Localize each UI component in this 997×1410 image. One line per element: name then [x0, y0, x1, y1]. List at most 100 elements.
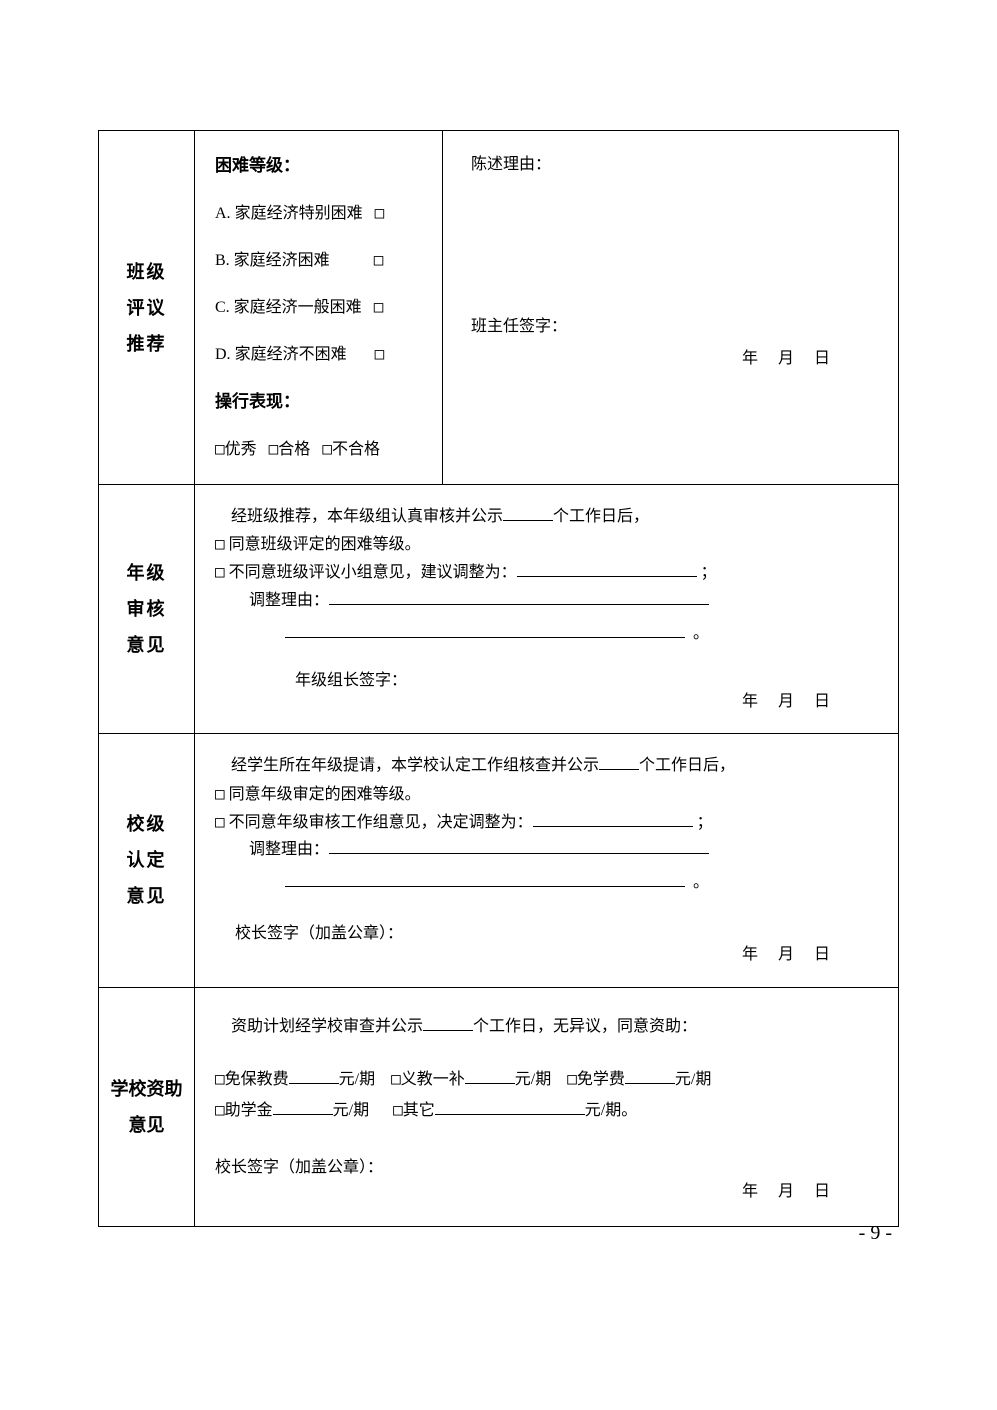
row4-content: 资助计划经学校审查并公示个工作日，无异议，同意资助： □免保教费元/期 □义教一…	[195, 987, 899, 1226]
checkbox-fail[interactable]: □	[322, 439, 332, 458]
r3-cb2[interactable]: □	[215, 812, 225, 831]
r3-l1a: 经学生所在年级提请，本学校认定工作组核查并公示	[231, 757, 599, 774]
r2-reason-blank1[interactable]	[329, 604, 709, 605]
diff-opt-c: C. 家庭经济一般困难 □	[215, 291, 422, 324]
form-table: 班级 评议 推荐 困难等级： A. 家庭经济特别困难 □ B. 家庭经济困难 □…	[98, 130, 899, 1227]
opt-a-prefix: A.	[215, 205, 231, 222]
row3-reason-line2: 。	[215, 869, 878, 896]
opt-b-prefix: B.	[215, 252, 230, 269]
r4-cb4[interactable]: □	[393, 1100, 403, 1119]
r3-reason-blank2[interactable]	[285, 886, 685, 887]
fund0-unit: 元/期	[339, 1071, 375, 1088]
row1-date: 年 月 日	[463, 343, 878, 375]
r2-semi: ；	[701, 564, 717, 581]
reason-label: 陈述理由：	[463, 149, 878, 181]
fund2-name: 免学费	[577, 1071, 625, 1088]
beh-fail: 不合格	[332, 441, 380, 458]
fund2-blank[interactable]	[625, 1083, 675, 1084]
row2-content: 经班级推荐，本年级组认真审核并公示 个工作日后， □ 同意班级评定的困难等级。 □…	[195, 485, 899, 734]
r4-cb2[interactable]: □	[567, 1069, 577, 1088]
fund1-blank[interactable]	[465, 1083, 515, 1084]
checkbox-c[interactable]: □	[374, 297, 384, 316]
checkbox-d[interactable]: □	[375, 344, 385, 363]
r3-reason-blank1[interactable]	[329, 853, 709, 854]
r2-reason-label: 调整理由：	[249, 592, 329, 609]
fund4-name: 其它	[403, 1102, 435, 1119]
r3-opt1: 同意年级审定的困难等级。	[229, 786, 421, 803]
row2-label: 年级 审核 意见	[99, 485, 195, 734]
row2-opt2-line: □ 不同意班级评议小组意见，建议调整为： ；	[215, 558, 878, 586]
opt-d-prefix: D.	[215, 346, 231, 363]
checkbox-b[interactable]: □	[374, 250, 384, 269]
r3-label-l3: 意见	[103, 878, 190, 914]
fund3-blank[interactable]	[273, 1114, 333, 1115]
row3-line1: 经学生所在年级提请，本学校认定工作组核查并公示 个工作日后，	[215, 752, 878, 779]
checkbox-a[interactable]: □	[375, 203, 385, 222]
opt-c-text: 家庭经济一般困难	[234, 299, 362, 316]
behavior-options-line: □优秀 □合格 □不合格	[215, 433, 422, 466]
r4-l1b: 个工作日，无异议，同意资助：	[473, 1018, 697, 1035]
checkbox-excellent[interactable]: □	[215, 439, 225, 458]
fund3-name: 助学金	[225, 1102, 273, 1119]
r2-l1b: 个工作日后，	[553, 508, 649, 525]
opt-a-text: 家庭经济特别困难	[235, 205, 363, 222]
r4-label-l1: 学校资助	[103, 1071, 190, 1107]
r3-days-blank[interactable]	[599, 769, 639, 770]
opt-d-text: 家庭经济不困难	[235, 346, 347, 363]
fund0-blank[interactable]	[289, 1083, 339, 1084]
r4-days-blank[interactable]	[423, 1030, 473, 1031]
row3-reason-line: 调整理由：	[215, 836, 878, 863]
teacher-sign-label: 班主任签字：	[463, 311, 878, 343]
r2-label-l3: 意见	[103, 627, 190, 663]
row1-left-cell: 困难等级： A. 家庭经济特别困难 □ B. 家庭经济困难 □ C. 家庭经济一…	[195, 131, 443, 485]
r3-l1b: 个工作日后，	[639, 757, 735, 774]
fund4-blank[interactable]	[435, 1114, 585, 1115]
r2-reason-blank2[interactable]	[285, 637, 685, 638]
r2-opt2: 不同意班级评议小组意见，建议调整为：	[229, 564, 517, 581]
r2-days-blank[interactable]	[503, 520, 553, 521]
checkbox-pass[interactable]: □	[269, 439, 279, 458]
r3-label-l1: 校级	[103, 806, 190, 842]
r4-cb3[interactable]: □	[215, 1100, 225, 1119]
diff-opt-d: D. 家庭经济不困难 □	[215, 338, 422, 371]
r2-label-l1: 年级	[103, 555, 190, 591]
row1-label: 班级 评议 推荐	[99, 131, 195, 485]
fund4-unit: 元/期。	[585, 1102, 637, 1119]
r3-adjust-blank[interactable]	[533, 826, 693, 827]
row3-opt2-line: □ 不同意年级审核工作组意见，决定调整为： ；	[215, 808, 878, 836]
row4-funds-line2: □助学金元/期 □其它元/期。	[215, 1095, 878, 1126]
r3-period: 。	[693, 874, 709, 891]
row4-line1: 资助计划经学校审查并公示 个工作日，无异议，同意资助：	[215, 1012, 878, 1042]
row2-reason-line2: 。	[215, 620, 878, 647]
row-grade-review: 年级 审核 意见 经班级推荐，本年级组认真审核并公示 个工作日后， □ 同意班级评…	[99, 485, 899, 734]
row2-line1: 经班级推荐，本年级组认真审核并公示 个工作日后，	[215, 503, 878, 530]
r3-semi: ；	[697, 814, 713, 831]
row4-funds-line1: □免保教费元/期 □义教一补元/期 □免学费元/期	[215, 1064, 878, 1095]
row3-label: 校级 认定 意见	[99, 734, 195, 987]
beh-excellent: 优秀	[225, 441, 257, 458]
r2-adjust-blank[interactable]	[517, 576, 697, 577]
fund0-name: 免保教费	[225, 1071, 289, 1088]
r3-cb1[interactable]: □	[215, 784, 225, 803]
r3-opt2: 不同意年级审核工作组意见，决定调整为：	[229, 814, 533, 831]
row-funding: 学校资助 意见 资助计划经学校审查并公示个工作日，无异议，同意资助： □免保教费…	[99, 987, 899, 1226]
behavior-heading: 操行表现：	[215, 385, 422, 419]
row-school-confirm: 校级 认定 意见 经学生所在年级提请，本学校认定工作组核查并公示 个工作日后， □…	[99, 734, 899, 987]
row3-content: 经学生所在年级提请，本学校认定工作组核查并公示 个工作日后， □ 同意年级审定的困…	[195, 734, 899, 987]
r1-label-l1: 班级	[103, 254, 190, 290]
diff-opt-a: A. 家庭经济特别困难 □	[215, 197, 422, 230]
r4-cb1[interactable]: □	[391, 1069, 401, 1088]
difficulty-heading: 困难等级：	[215, 149, 422, 183]
r4-cb0[interactable]: □	[215, 1069, 225, 1088]
r2-cb1[interactable]: □	[215, 534, 225, 553]
r4-l1a: 资助计划经学校审查并公示	[231, 1018, 423, 1035]
beh-pass: 合格	[278, 441, 310, 458]
fund2-unit: 元/期	[675, 1071, 711, 1088]
opt-b-text: 家庭经济困难	[234, 252, 330, 269]
r1-label-l3: 推荐	[103, 326, 190, 362]
row2-opt1-line: □ 同意班级评定的困难等级。	[215, 530, 878, 558]
r2-cb2[interactable]: □	[215, 562, 225, 581]
r2-l1a: 经班级推荐，本年级组认真审核并公示	[231, 508, 503, 525]
diff-opt-b: B. 家庭经济困难 □	[215, 244, 422, 277]
r2-label-l2: 审核	[103, 591, 190, 627]
